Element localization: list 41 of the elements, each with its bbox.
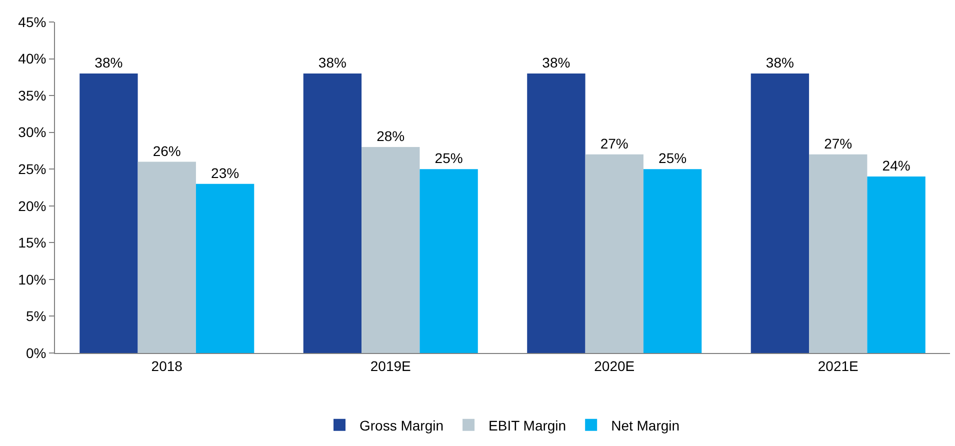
data-label: 38%	[94, 54, 123, 70]
data-label: 23%	[211, 164, 240, 181]
bar	[303, 73, 362, 353]
legend-label: EBIT Margin	[488, 417, 566, 434]
bar	[585, 154, 644, 353]
bar	[362, 147, 420, 353]
bar	[809, 154, 868, 353]
y-tick-label: 40%	[18, 50, 46, 67]
x-tick-label: 2021E	[818, 358, 858, 374]
legend-label: Gross Margin	[360, 417, 444, 434]
bar	[196, 184, 254, 353]
data-label: 28%	[376, 128, 405, 144]
x-tick-label: 2020E	[594, 358, 635, 374]
y-tick-label: 35%	[18, 87, 46, 104]
data-label: 26%	[152, 142, 181, 159]
x-tick-label: 2018	[151, 358, 183, 374]
y-tick-label: 0%	[26, 344, 46, 361]
y-tick-label: 15%	[18, 234, 46, 251]
y-tick-label: 5%	[26, 308, 46, 324]
data-label: 25%	[434, 150, 463, 166]
data-label: 27%	[824, 135, 852, 152]
data-label: 27%	[600, 135, 628, 152]
y-tick-label: 20%	[18, 198, 46, 214]
bar	[643, 169, 702, 353]
data-label: 38%	[542, 54, 570, 70]
x-tick-label: 2019E	[370, 358, 411, 374]
y-tick-label: 10%	[18, 271, 46, 288]
data-label: 38%	[318, 54, 346, 70]
data-label: 38%	[766, 54, 794, 70]
bar	[420, 169, 478, 353]
legend-label: Net Margin	[611, 417, 680, 434]
bar	[80, 73, 138, 353]
data-label: 25%	[658, 150, 687, 166]
data-label: 24%	[882, 157, 910, 174]
y-tick-label: 45%	[18, 14, 46, 30]
y-tick-label: 25%	[18, 161, 46, 178]
bar	[527, 73, 586, 353]
y-tick-label: 30%	[18, 124, 46, 140]
bar	[750, 73, 810, 353]
bar	[867, 176, 926, 353]
bar	[138, 162, 196, 353]
